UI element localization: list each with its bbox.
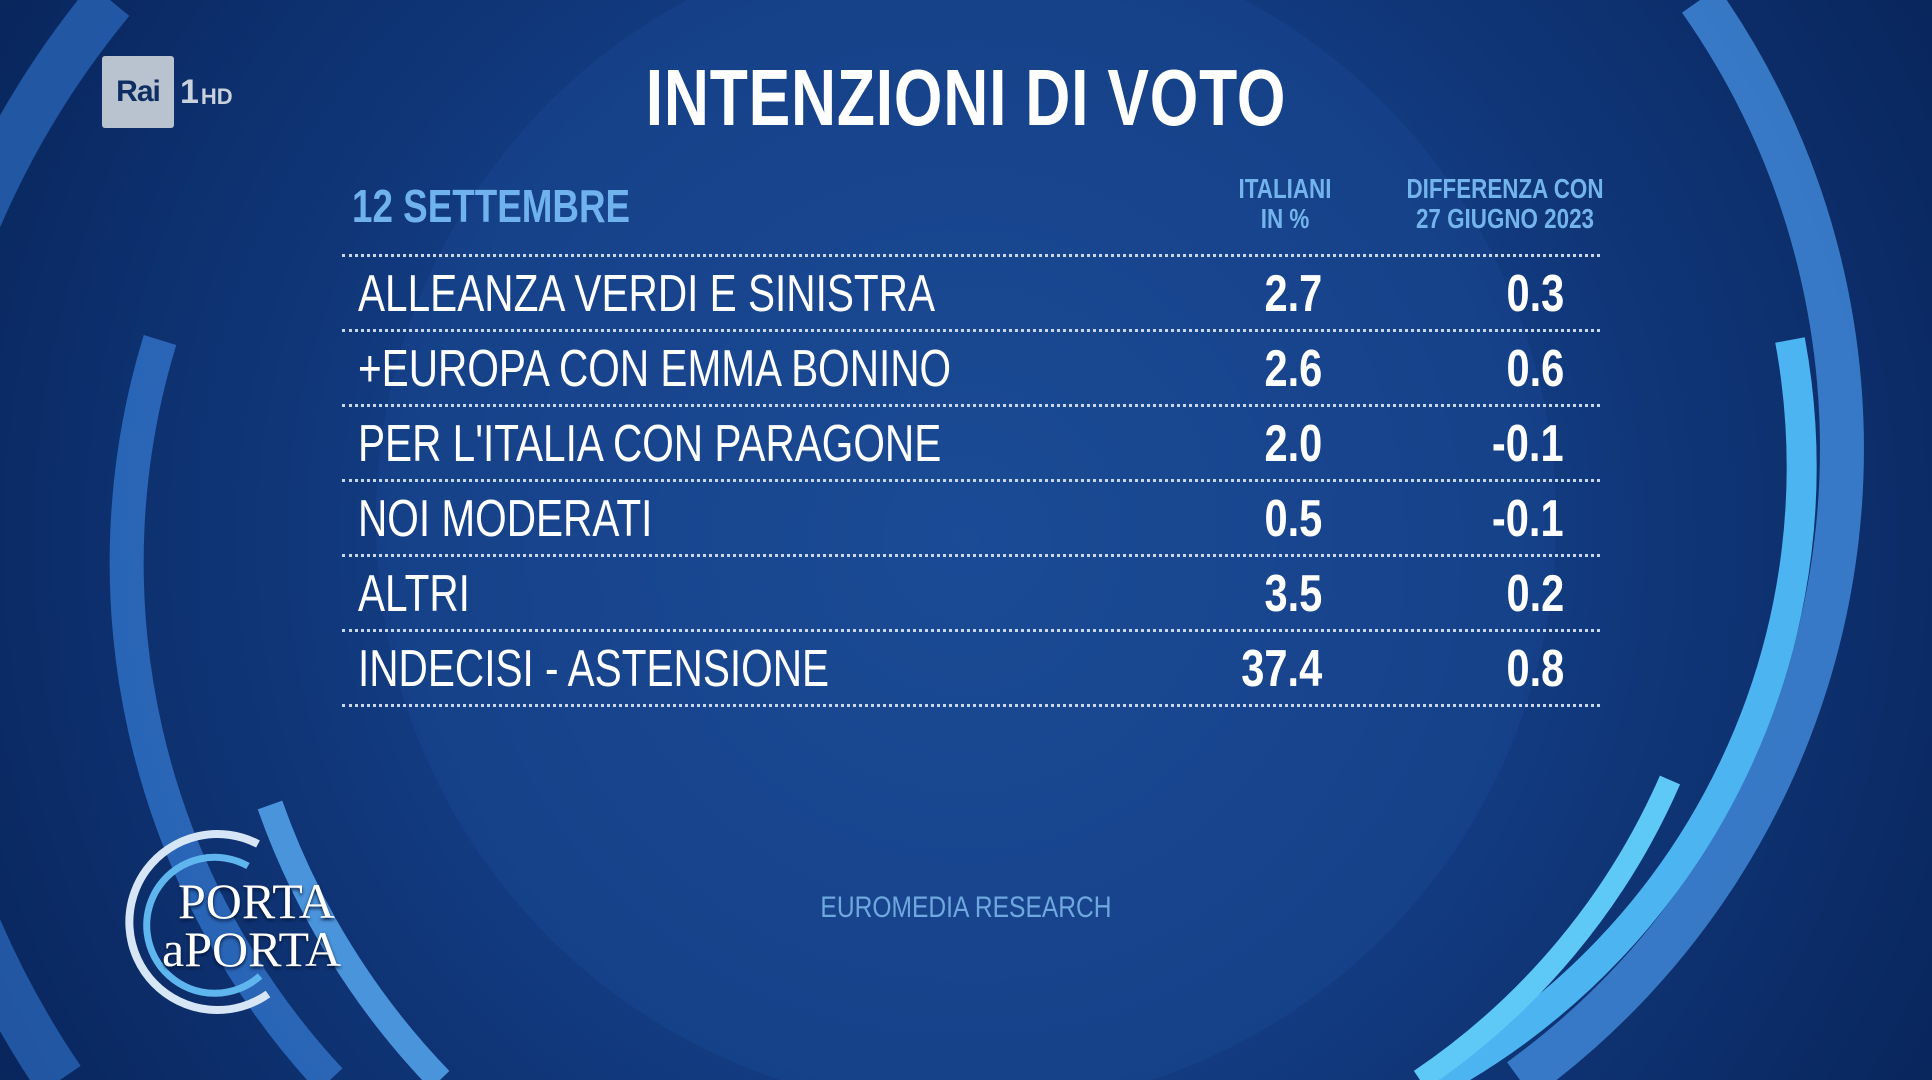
party-diff: 0.8	[1506, 640, 1564, 698]
rai-logo-box: Rai	[102, 56, 174, 128]
row-separator	[342, 254, 1600, 257]
table-row: +EUROPA CON EMMA BONINO 2.6 0.6	[342, 332, 1600, 404]
show-logo-ring	[125, 830, 271, 1015]
row-separator	[342, 629, 1600, 632]
channel-quality: HD	[200, 84, 233, 109]
table-row: INDECISI - ASTENSIONE 37.4 0.8	[342, 632, 1600, 704]
party-diff: 0.2	[1506, 565, 1564, 623]
party-diff: 0.6	[1506, 340, 1564, 398]
party-name: +EUROPA CON EMMA BONINO	[358, 340, 952, 398]
party-name: ALTRI	[358, 565, 470, 623]
party-value: 0.5	[1264, 490, 1322, 548]
show-title-line1: PORTA	[178, 873, 335, 929]
party-value: 2.7	[1264, 265, 1322, 323]
results-table: ALLEANZA VERDI E SINISTRA 2.7 0.3 +EUROP…	[342, 254, 1600, 707]
party-name: NOI MODERATI	[358, 490, 653, 548]
row-separator	[342, 479, 1600, 482]
party-value: 3.5	[1264, 565, 1322, 623]
party-diff: -0.1	[1492, 415, 1564, 473]
column-header-italiani: ITALIANI IN %	[1238, 173, 1332, 234]
channel-logo: Rai 1 HD	[102, 56, 233, 128]
table-row: NOI MODERATI 0.5 -0.1	[342, 482, 1600, 554]
party-diff: -0.1	[1492, 490, 1564, 548]
column-header-differenza: DIFFERENZA CON 27 GIUGNO 2023	[1406, 173, 1604, 234]
party-value: 2.6	[1264, 340, 1322, 398]
poll-date: 12 SETTEMBRE	[352, 180, 631, 232]
source-credit: EUROMEDIA RESEARCH	[820, 891, 1112, 924]
row-separator	[342, 404, 1600, 407]
party-diff: 0.3	[1506, 265, 1564, 323]
party-value: 2.0	[1264, 415, 1322, 473]
party-name: PER L'ITALIA CON PARAGONE	[358, 415, 942, 473]
party-name: ALLEANZA VERDI E SINISTRA	[358, 265, 936, 323]
chart-title: INTENZIONI DI VOTO	[645, 53, 1287, 142]
party-value: 37.4	[1241, 640, 1322, 698]
row-separator	[342, 554, 1600, 557]
channel-number: 1	[180, 72, 199, 111]
party-name: INDECISI - ASTENSIONE	[358, 640, 830, 698]
row-separator	[342, 329, 1600, 332]
row-separator	[342, 704, 1600, 707]
table-row: ALTRI 3.5 0.2	[342, 557, 1600, 629]
table-row: PER L'ITALIA CON PARAGONE 2.0 -0.1	[342, 407, 1600, 479]
show-title-line2: aPORTA	[162, 921, 342, 977]
table-row: ALLEANZA VERDI E SINISTRA 2.7 0.3	[342, 257, 1600, 329]
